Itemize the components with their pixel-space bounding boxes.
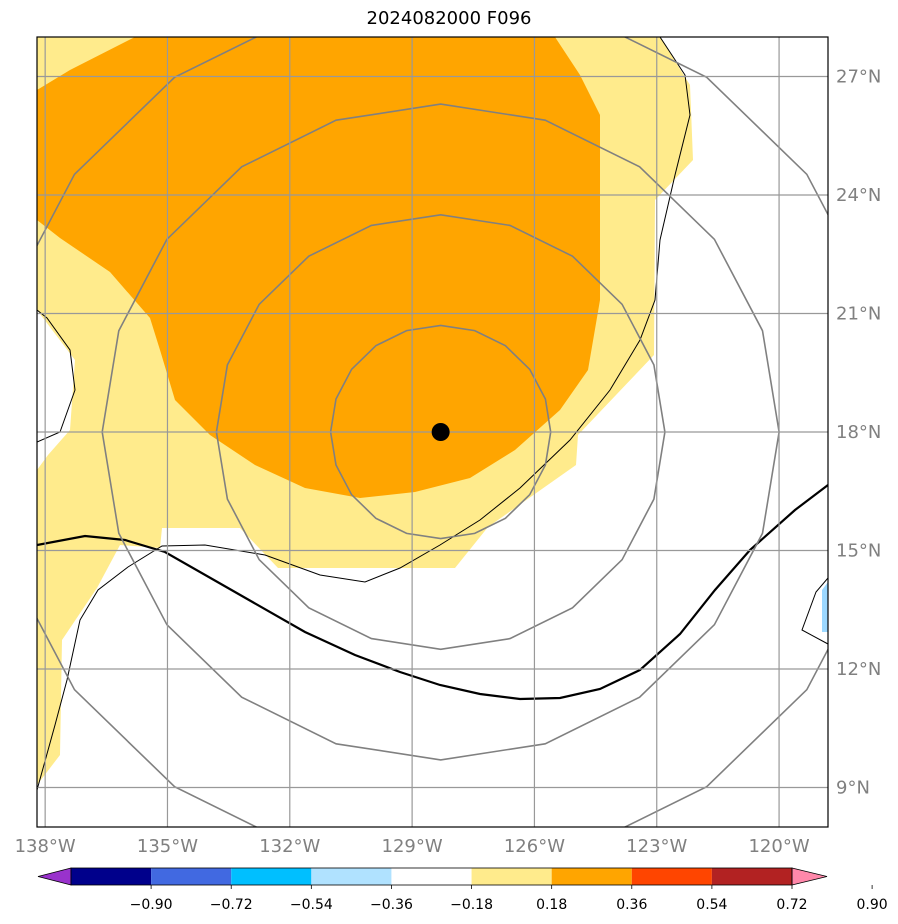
thin-contour-line [37,37,691,791]
longitude-tick-label: 120°W [748,836,809,857]
latitude-tick-label: 18°N [836,422,881,443]
thick-contour-line [37,484,828,701]
colorbar-box [71,868,152,885]
colorbar-box [551,868,632,885]
longitude-tick-labels: 138°W 135°W 132°W 129°W 126°W 123°W 120°W [15,836,810,857]
range-ring [37,37,828,827]
colorbar-box [231,868,312,885]
latitude-tick-label: 21°N [836,304,881,325]
latitude-tick-labels: 9°N 12°N 15°N 18°N 21°N 24°N 27°N [836,67,881,799]
latitude-tick-label: 27°N [836,67,881,88]
colorbar-box [311,868,392,885]
latitude-tick-label: 15°N [836,541,881,562]
colorbar-box [711,868,792,885]
colorbar-tick-label: −0.36 [370,897,413,913]
longitude-tick-label: 129°W [382,836,443,857]
map-title: 2024082000 F096 [366,8,532,29]
longitude-tick-label: 132°W [259,836,320,857]
colorbar-tick-label: −0.18 [450,897,493,913]
anomaly-field-cyan [822,582,828,632]
colorbar-frame [70,867,793,886]
latitude-tick-label: 24°N [836,185,881,206]
colorbar-tick-label: 0.90 [857,897,888,913]
colorbar: −0.90 −0.72 −0.54 −0.36 −0.18 0.18 0.36 0.54 0.7… [37,867,888,913]
longitude-tick-label: 138°W [15,836,76,857]
colorbar-extend-high [791,867,828,886]
colorbar-tick-label: −0.54 [290,897,333,913]
longitude-tick-label: 135°W [137,836,198,857]
longitude-tick-label: 126°W [504,836,565,857]
colorbar-extend-low [37,867,72,886]
colorbar-tick-label: 0.54 [696,897,727,913]
colorbar-box [471,868,552,885]
colorbar-box [151,868,232,885]
anomaly-field-orange [37,37,600,498]
map-gridlines [37,37,828,827]
map-frame [36,36,829,828]
colorbar-box [391,868,472,885]
colorbar-box [631,868,712,885]
longitude-tick-label: 123°W [626,836,687,857]
colorbar-tick-label: 0.72 [776,897,807,913]
latitude-tick-label: 9°N [836,778,870,799]
colorbar-tick-label: −0.90 [130,897,173,913]
thin-contour-line [801,577,828,645]
colorbar-tick-label: 0.36 [616,897,647,913]
latitude-tick-label: 12°N [836,659,881,680]
storm-center-marker [431,423,450,441]
colorbar-tick-label: 0.18 [536,897,567,913]
colorbar-tick-label: −0.72 [210,897,253,913]
